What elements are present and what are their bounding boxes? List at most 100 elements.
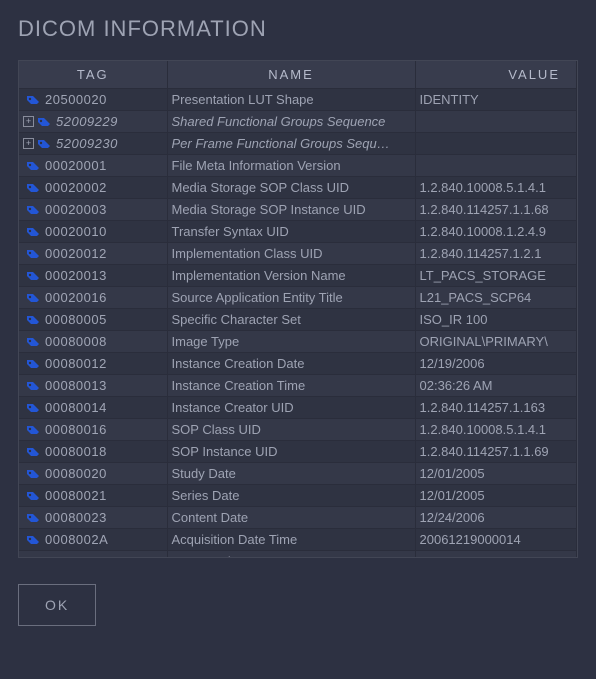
tag-cell: 00080014	[19, 397, 167, 419]
tag-cell: 00020003	[19, 199, 167, 221]
expand-icon[interactable]: +	[23, 138, 34, 149]
name-cell: Media Storage SOP Class UID	[167, 177, 415, 199]
table-row[interactable]: 00080013Instance Creation Time02:36:26 A…	[19, 375, 577, 397]
table-row[interactable]: 00080012 Instance Creation Date12/19/2006	[19, 353, 577, 375]
tag-cell: 00080033	[19, 551, 167, 559]
tag-value: 0008002A	[45, 532, 108, 547]
tag-value: 00020002	[45, 180, 107, 195]
table-row[interactable]: 00020010Transfer Syntax UID1.2.840.10008…	[19, 221, 577, 243]
value-cell: 12/19/2006	[415, 353, 577, 375]
name-cell: Instance Creation Date	[167, 353, 415, 375]
tag-value: 00080016	[45, 422, 107, 437]
table-row[interactable]: 00020001File Meta Information Version	[19, 155, 577, 177]
table-row[interactable]: 00020012Implementation Class UID1.2.840.…	[19, 243, 577, 265]
tag-value: 00080020	[45, 466, 107, 481]
table-row[interactable]: 00080014Instance Creator UID1.2.840.1142…	[19, 397, 577, 419]
table-row[interactable]: 00080005 Specific Character SetISO_IR 100	[19, 309, 577, 331]
tag-icon	[27, 204, 41, 216]
ok-button[interactable]: OK	[18, 584, 96, 626]
tag-value: 00080014	[45, 400, 107, 415]
value-cell: L21_PACS_SCP64	[415, 287, 577, 309]
header-row: TAG NAME VALUE	[19, 61, 577, 89]
tag-icon	[27, 270, 41, 282]
table-row[interactable]: 00080021Series Date12/01/2005	[19, 485, 577, 507]
table-row[interactable]: 00020002 Media Storage SOP Class UID1.2.8…	[19, 177, 577, 199]
name-cell: Specific Character Set	[167, 309, 415, 331]
tag-value: 00080005	[45, 312, 107, 327]
value-cell	[415, 111, 577, 133]
table-row[interactable]: 00080016 SOP Class UID1.2.840.10008.5.1.4…	[19, 419, 577, 441]
tag-icon	[27, 556, 41, 559]
tag-value: 52009229	[56, 114, 118, 129]
tag-cell: 00020016	[19, 287, 167, 309]
dicom-table: TAG NAME VALUE 20500020Presentation LUT …	[19, 61, 577, 558]
expand-icon[interactable]: +	[23, 116, 34, 127]
name-cell: Acquisition Date Time	[167, 529, 415, 551]
value-cell	[415, 133, 577, 155]
tag-cell: 00020013	[19, 265, 167, 287]
tag-cell: 00080016	[19, 419, 167, 441]
tag-icon	[27, 314, 41, 326]
tag-cell: 20500020	[19, 89, 167, 111]
tag-value: 00080012	[45, 356, 107, 371]
tag-icon	[38, 138, 52, 150]
tag-cell: 00080005	[19, 309, 167, 331]
table-row[interactable]: 00020016Source Application Entity TitleL…	[19, 287, 577, 309]
value-cell: 1.2.840.10008.5.1.4.1	[415, 177, 577, 199]
name-cell: Image Type	[167, 331, 415, 353]
tag-icon	[27, 446, 41, 458]
tag-icon	[27, 182, 41, 194]
table-row[interactable]: 00080008Image TypeORIGINAL\PRIMARY\	[19, 331, 577, 353]
table-row[interactable]: 00080018SOP Instance UID1.2.840.114257.1…	[19, 441, 577, 463]
tag-cell: 00080023	[19, 507, 167, 529]
tag-value: 00080008	[45, 334, 107, 349]
tag-cell: 00020010	[19, 221, 167, 243]
tag-icon	[27, 94, 41, 106]
column-header-tag[interactable]: TAG	[19, 61, 167, 89]
name-cell: Implementation Version Name	[167, 265, 415, 287]
tag-value: 00020012	[45, 246, 107, 261]
tag-value: 00020003	[45, 202, 107, 217]
name-cell: Content Date	[167, 507, 415, 529]
tag-value: 00080013	[45, 378, 107, 393]
tag-icon	[27, 534, 41, 546]
name-cell: Series Date	[167, 485, 415, 507]
value-cell: 1.2.840.114257.1.2.1	[415, 243, 577, 265]
table-row[interactable]: 00020003Media Storage SOP Instance UID1.…	[19, 199, 577, 221]
tag-cell: 00020002	[19, 177, 167, 199]
tag-icon	[27, 160, 41, 172]
tag-value: 52009230	[56, 136, 118, 151]
value-cell: 12/01/2005	[415, 485, 577, 507]
table-row[interactable]: 20500020Presentation LUT ShapeIDENTITY	[19, 89, 577, 111]
name-cell: Per Frame Functional Groups Sequ…	[167, 133, 415, 155]
table-row[interactable]: 00080020Study Date12/01/2005	[19, 463, 577, 485]
name-cell: SOP Class UID	[167, 419, 415, 441]
dicom-table-container[interactable]: TAG NAME VALUE 20500020Presentation LUT …	[18, 60, 578, 558]
name-cell: Presentation LUT Shape	[167, 89, 415, 111]
tag-icon	[27, 468, 41, 480]
name-cell: SOP Instance UID	[167, 441, 415, 463]
table-row[interactable]: +52009229Shared Functional Groups Sequen…	[19, 111, 577, 133]
value-cell: 20061219000014	[415, 529, 577, 551]
tag-cell: 00080018	[19, 441, 167, 463]
table-row[interactable]: 0008002A Acquisition Date Time20061219000…	[19, 529, 577, 551]
column-header-name[interactable]: NAME	[167, 61, 415, 89]
dialog-title: DICOM INFORMATION	[18, 16, 578, 42]
tag-cell: 00080012	[19, 353, 167, 375]
column-header-value[interactable]: VALUE	[415, 61, 577, 89]
tag-icon	[27, 226, 41, 238]
value-cell: ISO_IR 100	[415, 309, 577, 331]
table-row[interactable]: 00020013Implementation Version NameLT_PA…	[19, 265, 577, 287]
table-row[interactable]: 00080023Content Date12/24/2006	[19, 507, 577, 529]
tag-value: 00020001	[45, 158, 107, 173]
value-cell: 12:27:00 PM	[415, 551, 577, 559]
tag-value: 00080018	[45, 444, 107, 459]
name-cell: Instance Creator UID	[167, 397, 415, 419]
table-row[interactable]: +52009230 Per Frame Functional Groups Seq…	[19, 133, 577, 155]
tag-cell: +52009229	[19, 111, 167, 133]
name-cell: Content Time	[167, 551, 415, 559]
value-cell: 1.2.840.10008.5.1.4.1	[415, 419, 577, 441]
table-row[interactable]: 00080033Content Time12:27:00 PM	[19, 551, 577, 559]
value-cell: 12/01/2005	[415, 463, 577, 485]
value-cell: 1.2.840.114257.1.1.68	[415, 199, 577, 221]
